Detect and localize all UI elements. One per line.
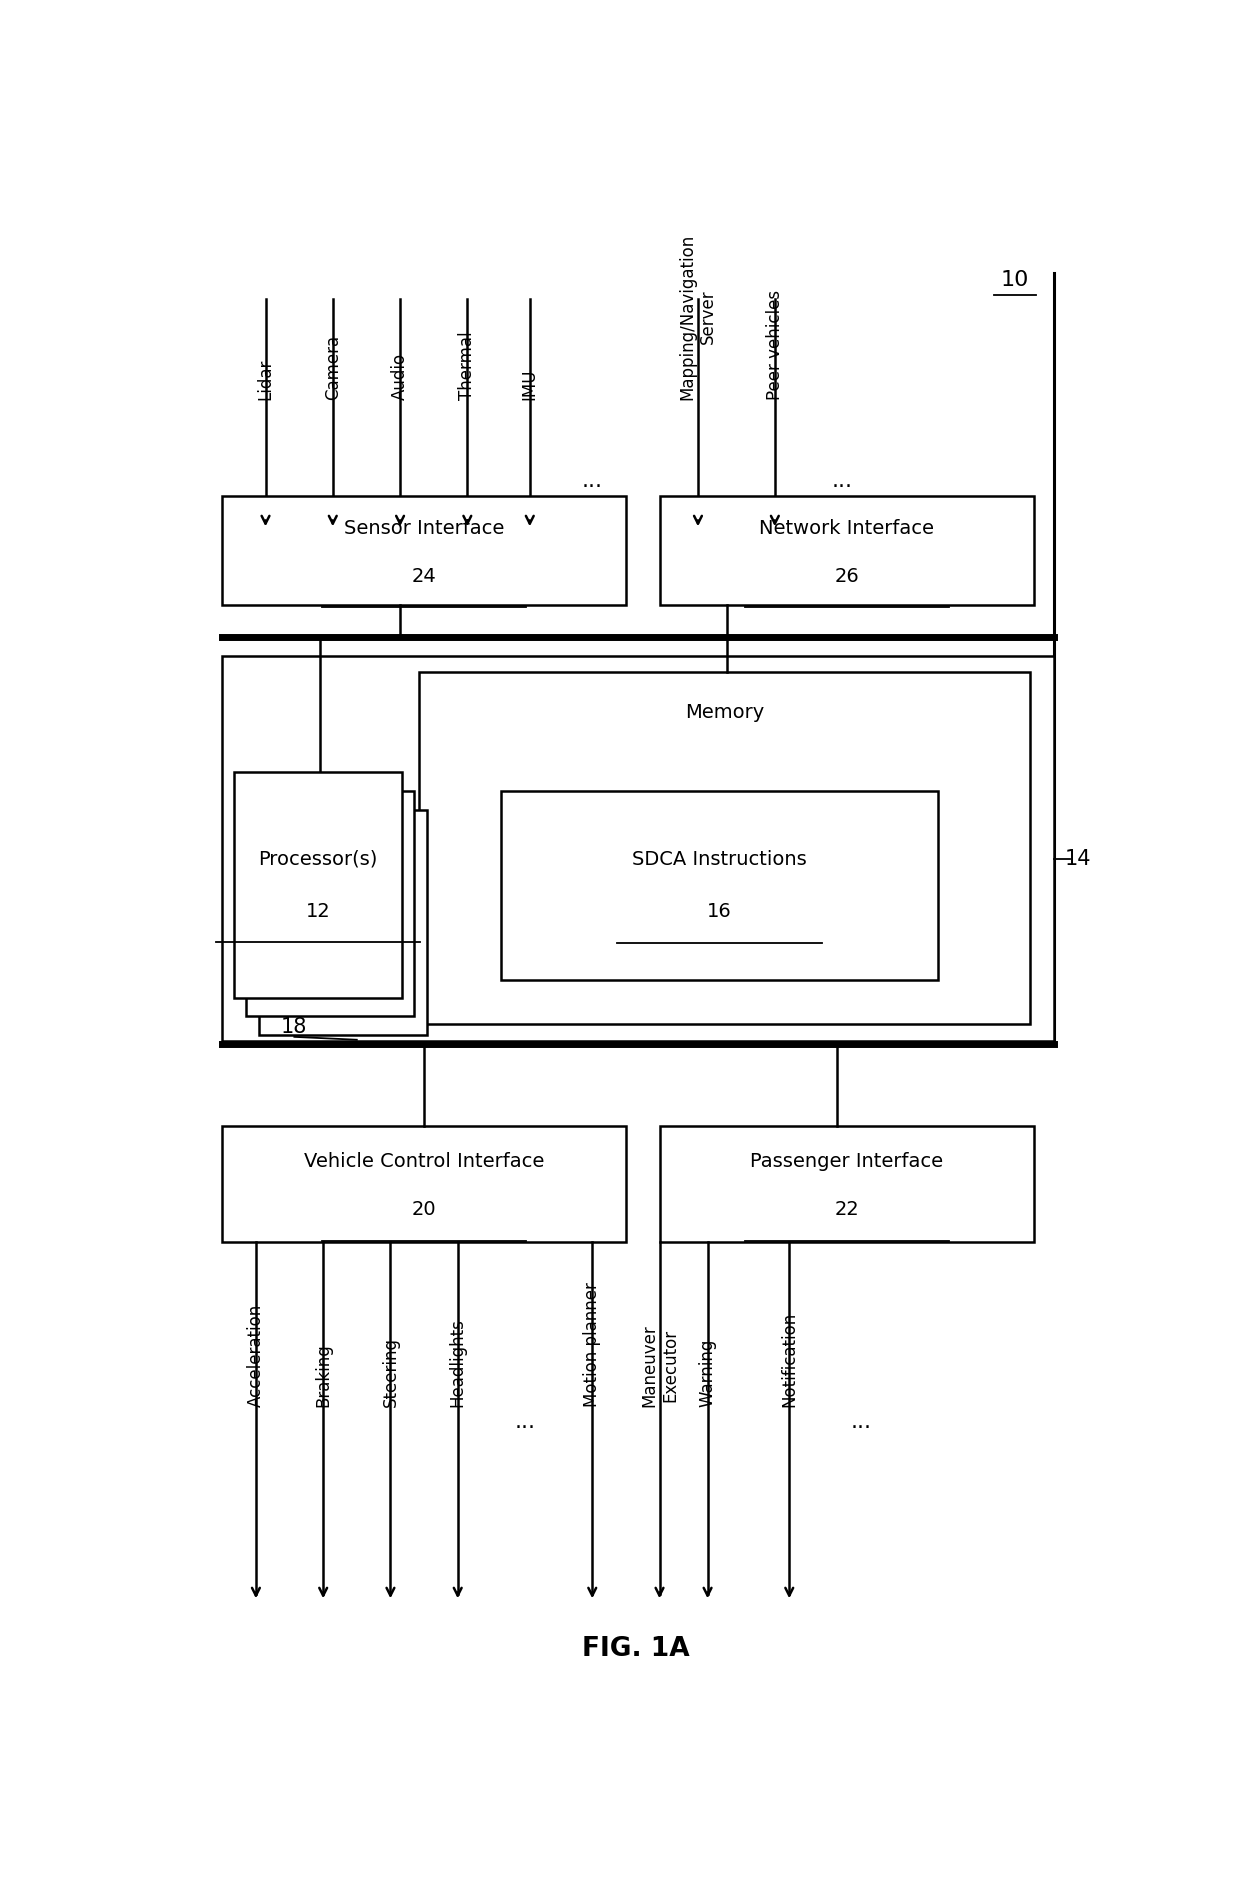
Text: Braking: Braking — [314, 1343, 332, 1407]
Text: Warning: Warning — [698, 1339, 717, 1407]
Bar — [259, 810, 427, 1035]
Bar — [660, 495, 1034, 604]
Text: Camera: Camera — [324, 334, 342, 400]
Text: Maneuver
Executor: Maneuver Executor — [640, 1324, 680, 1407]
Text: SDCA Instructions: SDCA Instructions — [632, 850, 807, 869]
Text: Memory: Memory — [684, 703, 764, 722]
Text: 10: 10 — [1001, 270, 1029, 291]
Text: 14: 14 — [1064, 850, 1091, 869]
Text: ...: ... — [515, 1411, 536, 1432]
Text: FIG. 1A: FIG. 1A — [582, 1636, 689, 1662]
Text: Steering: Steering — [382, 1337, 399, 1407]
Text: 24: 24 — [412, 567, 436, 586]
Text: Network Interface: Network Interface — [759, 519, 935, 538]
Text: Notification: Notification — [780, 1311, 799, 1407]
Text: Thermal: Thermal — [459, 331, 476, 400]
Bar — [222, 655, 1054, 1041]
Text: Headlights: Headlights — [449, 1319, 466, 1407]
Text: 22: 22 — [835, 1200, 859, 1220]
Bar — [222, 495, 626, 604]
Text: 20: 20 — [412, 1200, 436, 1220]
Text: Mapping/Navigation
Server: Mapping/Navigation Server — [678, 234, 718, 400]
Text: Lidar: Lidar — [257, 359, 274, 400]
Text: 18: 18 — [281, 1016, 308, 1037]
Bar — [234, 773, 402, 997]
Bar — [501, 791, 939, 980]
Text: Passenger Interface: Passenger Interface — [750, 1152, 944, 1171]
Bar — [660, 1126, 1034, 1241]
Text: 26: 26 — [835, 567, 859, 586]
Text: IMU: IMU — [521, 368, 539, 400]
Text: 16: 16 — [707, 903, 732, 922]
Bar — [222, 1126, 626, 1241]
Text: Vehicle Control Interface: Vehicle Control Interface — [304, 1152, 544, 1171]
Text: ...: ... — [832, 470, 853, 491]
Text: Processor(s): Processor(s) — [258, 850, 377, 869]
Text: Audio: Audio — [391, 353, 409, 400]
Text: Acceleration: Acceleration — [247, 1303, 265, 1407]
Text: Sensor Interface: Sensor Interface — [343, 519, 505, 538]
Bar — [247, 791, 414, 1016]
Text: 12: 12 — [305, 901, 330, 920]
Bar — [419, 672, 1029, 1024]
Text: Peer vehicles: Peer vehicles — [766, 289, 784, 400]
Text: ...: ... — [851, 1411, 872, 1432]
Text: Motion planner: Motion planner — [583, 1283, 601, 1407]
Text: ...: ... — [582, 470, 603, 491]
